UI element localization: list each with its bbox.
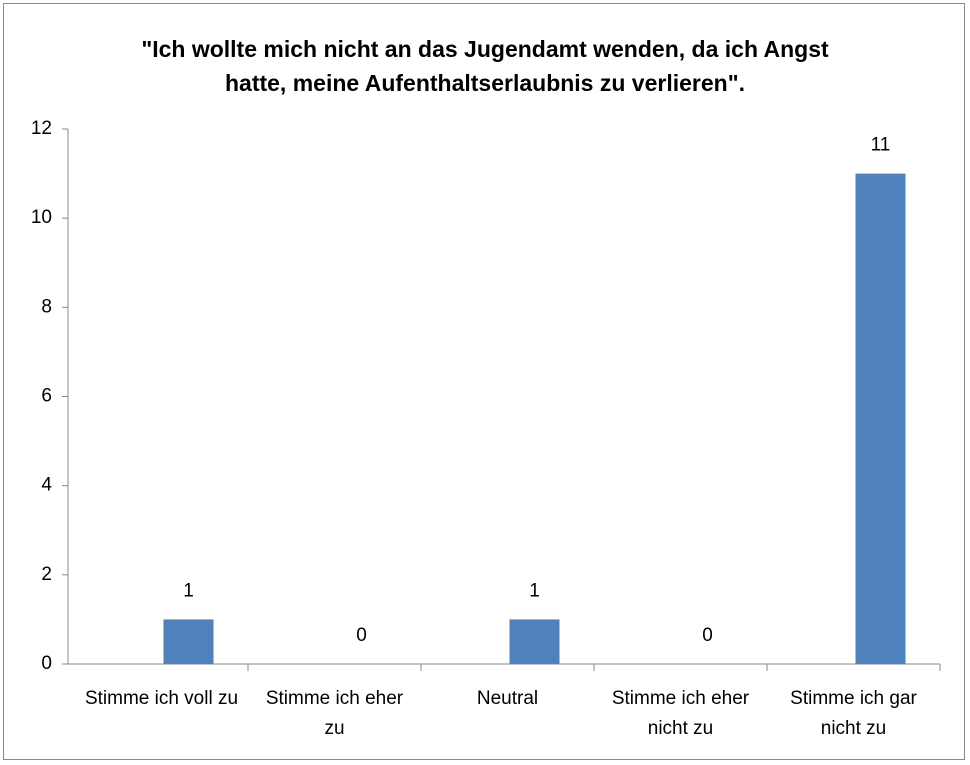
x-tick-label: Stimme ich voll zu [84,688,239,709]
bar [855,173,906,665]
x-tick-label: Stimme ich eher zu [265,688,404,739]
x-tick-label: Stimme ich gar nicht zu [790,688,917,739]
y-tick-label: 6 [41,386,52,407]
chart-title: "Ich wollte mich nicht an das Jugendamt … [141,36,829,96]
y-tick-label: 2 [41,564,52,585]
y-tick-label: 4 [41,475,52,496]
data-label: 1 [529,580,540,601]
data-label: 11 [871,135,891,156]
x-tick-label: Neutral [476,688,539,709]
data-label: 1 [183,580,194,601]
y-tick-label: 0 [41,653,52,674]
y-tick-label: 8 [41,296,52,317]
data-label: 0 [702,625,713,646]
y-tick-label: 12 [31,118,52,139]
chart-frame [3,3,965,760]
bar [509,619,560,664]
data-label: 0 [356,625,367,646]
bar [163,619,214,664]
x-tick-label: Stimme ich eher nicht zu [611,688,750,739]
y-tick-label: 10 [31,207,52,228]
